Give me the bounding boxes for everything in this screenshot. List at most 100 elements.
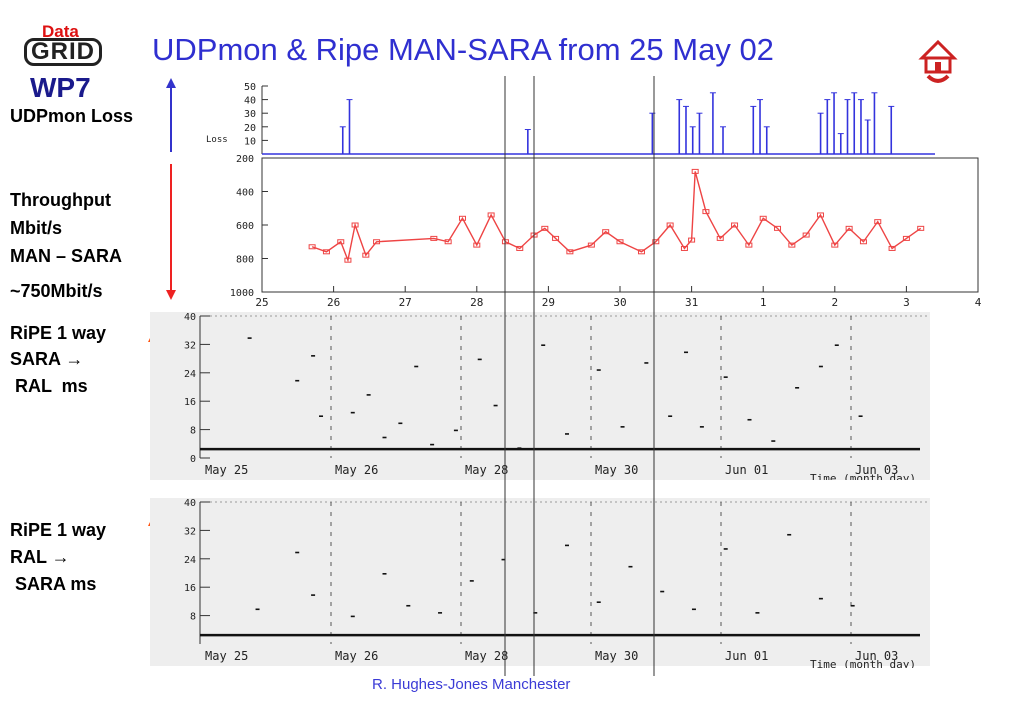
loss-y-tick-label: 40 bbox=[244, 96, 256, 107]
ripe2-point bbox=[691, 608, 696, 611]
label-ripe2-2: RAL → bbox=[10, 547, 70, 567]
throughput-point bbox=[788, 242, 796, 248]
ripe1-point bbox=[620, 426, 625, 428]
ripe1-point bbox=[723, 376, 728, 378]
ripe2-point bbox=[501, 558, 506, 561]
throughput-point bbox=[816, 212, 824, 218]
throughput-point bbox=[473, 242, 481, 248]
ripe1-x-axis-label: Time (month day) bbox=[810, 472, 916, 480]
ripe1-point bbox=[517, 447, 522, 449]
logo-grid-text: GRID bbox=[24, 38, 102, 66]
ripe1-point bbox=[834, 344, 839, 346]
throughput-point bbox=[666, 222, 674, 228]
throughput-point bbox=[602, 229, 610, 235]
ripe1-y-tick-label: 24 bbox=[184, 369, 196, 380]
throughput-point bbox=[351, 222, 359, 228]
ripe2-point bbox=[755, 612, 760, 614]
ripe2-x-tick-label: May 28 bbox=[465, 649, 508, 663]
ripe2-point bbox=[850, 604, 855, 607]
ripe-sara-ral-chart: 40 32 24 16 8 0 May 25 May 26 May 28 May 30 Jun 01… bbox=[150, 312, 930, 480]
ripe1-point bbox=[541, 344, 546, 346]
throughput-y-tick-label: 600 bbox=[236, 221, 254, 232]
ripe1-x-tick-label: May 25 bbox=[205, 463, 248, 477]
throughput-y-tick-label: 1000 bbox=[230, 288, 254, 299]
throughput-x-tick-label: 29 bbox=[542, 296, 555, 309]
throughput-point bbox=[759, 215, 767, 221]
throughput-point bbox=[691, 168, 699, 174]
ripe2-y-tick-label: 32 bbox=[184, 526, 196, 537]
throughput-x-tick-label: 25 bbox=[255, 296, 268, 309]
ripe1-point bbox=[684, 351, 689, 354]
ripe2-point bbox=[818, 597, 823, 600]
throughput-point bbox=[845, 225, 853, 231]
throughput-point bbox=[637, 249, 645, 255]
logo-data-text: Data bbox=[42, 22, 79, 41]
loss-y-tick-label: 30 bbox=[244, 109, 256, 120]
ripe2-background bbox=[150, 498, 930, 666]
axis-arrows bbox=[166, 78, 176, 300]
ripe1-y-tick-label: 32 bbox=[184, 340, 196, 351]
ripe2-point bbox=[596, 601, 601, 603]
throughput-point bbox=[362, 252, 370, 258]
label-throughput-3: MAN – SARA bbox=[10, 246, 123, 266]
throughput-x-tick-label: 30 bbox=[613, 296, 626, 309]
throughput-point bbox=[308, 244, 316, 250]
ripe1-point bbox=[453, 429, 458, 432]
throughput-point bbox=[552, 235, 560, 241]
throughput-x-tick-label: 26 bbox=[327, 296, 340, 309]
ripe2-y-tick-label: 16 bbox=[184, 583, 196, 594]
ripe2-x-tick-label: Jun 03 bbox=[855, 649, 898, 663]
ripe1-x-tick-label: Jun 03 bbox=[855, 463, 898, 477]
throughput-point bbox=[917, 225, 925, 231]
ripe2-point bbox=[565, 544, 569, 547]
ripe1-x-tick-label: May 28 bbox=[465, 463, 508, 477]
ripe1-y-tick-label: 8 bbox=[190, 426, 196, 437]
slide-title: UDPmon & Ripe MAN-SARA from 25 May 02 bbox=[152, 32, 774, 67]
event-lines bbox=[504, 76, 655, 676]
ripe2-point bbox=[438, 612, 443, 614]
throughput-point bbox=[902, 235, 910, 241]
label-ripe1-3: RAL ms bbox=[10, 376, 88, 396]
ripe2-point bbox=[295, 551, 300, 554]
ripe1-point bbox=[668, 415, 673, 417]
throughput-point bbox=[541, 225, 549, 231]
throughput-x-tick-label: 28 bbox=[470, 296, 483, 309]
throughput-point bbox=[458, 215, 466, 221]
ripe1-point bbox=[477, 358, 482, 361]
throughput-x-tick-label: 2 bbox=[831, 296, 838, 309]
ripe1-point bbox=[398, 422, 403, 425]
institution-crest-icon bbox=[918, 39, 958, 83]
throughput-point bbox=[716, 235, 724, 241]
throughput-y-tick-label: 400 bbox=[236, 188, 254, 199]
ripe1-point bbox=[699, 426, 704, 428]
ripe2-x-tick-label: May 30 bbox=[595, 649, 638, 663]
throughput-point bbox=[652, 239, 660, 245]
ripe2-point bbox=[406, 604, 411, 607]
loss-y-tick-label: 20 bbox=[244, 123, 256, 134]
ripe1-point bbox=[247, 337, 252, 339]
throughput-point bbox=[688, 237, 696, 243]
ripe2-point bbox=[660, 590, 665, 593]
label-ripe1-1: RiPE 1 way bbox=[10, 323, 107, 343]
label-throughput-4: ~750Mbit/s bbox=[10, 281, 103, 301]
throughput-y-tick-label: 800 bbox=[236, 255, 254, 266]
throughput-point bbox=[516, 245, 524, 251]
throughput-point bbox=[616, 239, 624, 245]
throughput-point bbox=[444, 239, 452, 245]
throughput-x-tick-label: 27 bbox=[399, 296, 412, 309]
ripe2-point bbox=[382, 573, 387, 575]
ripe1-point bbox=[319, 415, 324, 417]
ripe2-point bbox=[350, 615, 355, 618]
footer-author: R. Hughes-Jones Manchester bbox=[372, 676, 571, 693]
ripe1-point bbox=[430, 443, 435, 446]
ripe2-x-tick-label: Jun 01 bbox=[725, 649, 768, 663]
ripe1-point bbox=[565, 433, 569, 435]
ripe1-x-tick-label: Jun 01 bbox=[725, 463, 768, 477]
ripe1-point bbox=[644, 362, 649, 364]
label-throughput-1: Throughput bbox=[10, 190, 111, 210]
ripe1-point bbox=[311, 355, 316, 357]
throughput-x-tick-label: 3 bbox=[903, 296, 910, 309]
throughput-y-tick-label: 200 bbox=[236, 154, 254, 165]
ripe2-y-tick-label: 8 bbox=[190, 612, 196, 623]
ripe2-point bbox=[469, 580, 474, 582]
